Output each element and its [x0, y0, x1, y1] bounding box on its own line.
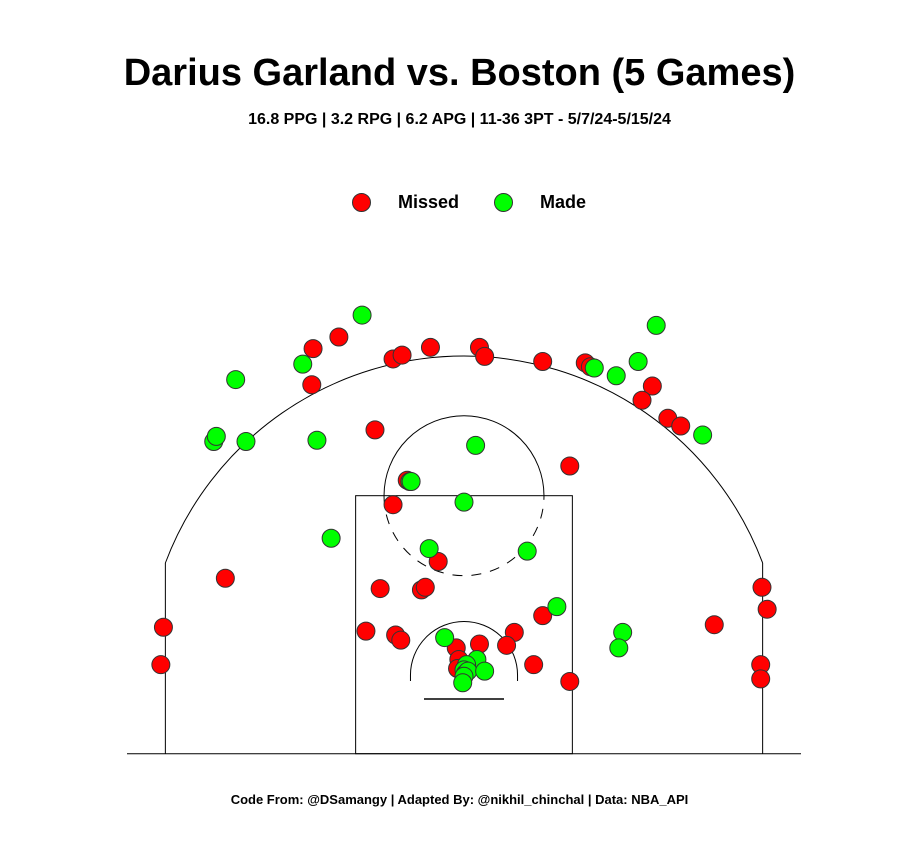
missed-shot: [370, 579, 390, 599]
made-shot: [517, 541, 537, 561]
missed-shot: [420, 337, 440, 357]
missed-shot: [303, 339, 323, 359]
legend: Missed Made: [352, 189, 621, 215]
made-shot: [646, 315, 666, 335]
made-shot: [321, 528, 341, 548]
made-shot: [466, 435, 486, 455]
made-shot: [236, 432, 256, 452]
missed-shot: [365, 420, 385, 440]
missed-shot: [752, 577, 772, 597]
legend-made-label: Made: [540, 191, 587, 212]
missed-shot: [391, 630, 411, 650]
made-shot: [609, 638, 629, 658]
made-shot: [307, 430, 327, 450]
made-shot: [584, 358, 604, 378]
made-shot: [454, 492, 474, 512]
made-shot: [628, 352, 648, 372]
missed-shot: [560, 456, 580, 476]
made-shot: [693, 425, 713, 445]
restricted-area: [409, 620, 519, 681]
missed-shot: [302, 375, 322, 395]
missed-shot: [329, 327, 349, 347]
made-shot: [547, 597, 567, 617]
missed-shot: [415, 577, 435, 597]
missed-shot: [475, 346, 495, 366]
made-shot: [206, 426, 226, 446]
missed-shot: [533, 606, 553, 626]
missed-shot: [632, 390, 652, 410]
missed-shot: [392, 345, 412, 365]
missed-shot: [356, 621, 376, 641]
made-shot: [453, 673, 473, 693]
missed-shot: [533, 352, 553, 372]
missed-shot: [428, 551, 448, 571]
missed-shot: [751, 669, 771, 689]
missed-shot: [757, 599, 777, 619]
chart-caption: Code From: @DSamangy | Adapted By: @nikh…: [230, 792, 689, 807]
made-shot: [226, 370, 246, 390]
missed-shot: [497, 635, 517, 655]
missed-shot: [151, 655, 171, 675]
made-shot: [475, 661, 495, 681]
missed-shot: [524, 655, 544, 675]
legend-missed-marker: [352, 192, 371, 212]
made-shot: [419, 539, 439, 559]
missed-shot: [153, 617, 173, 637]
missed-shot: [704, 615, 724, 635]
three-point-arc: [164, 355, 764, 564]
made-shot: [435, 628, 455, 648]
chart-title: Darius Garland vs. Boston (5 Games): [123, 52, 796, 94]
chart-subtitle: 16.8 PPG | 3.2 RPG | 6.2 APG | 11-36 3PT…: [248, 111, 671, 128]
legend-missed-label: Missed: [398, 191, 460, 212]
made-shot: [606, 366, 626, 386]
made-shot: [352, 305, 372, 325]
missed-shot: [383, 495, 403, 515]
court-lines: [127, 355, 801, 755]
legend-made-marker: [494, 192, 514, 212]
made-shot: [293, 354, 313, 374]
free-throw-circle-top: [383, 415, 545, 496]
made-shot: [401, 472, 421, 491]
missed-shot: [560, 671, 580, 691]
missed-shot: [671, 416, 691, 436]
missed-shot: [642, 376, 662, 396]
free-throw-circle-bottom: [383, 495, 545, 577]
missed-shot: [469, 634, 489, 654]
missed-shot: [215, 568, 235, 588]
shot-markers: [151, 305, 777, 693]
